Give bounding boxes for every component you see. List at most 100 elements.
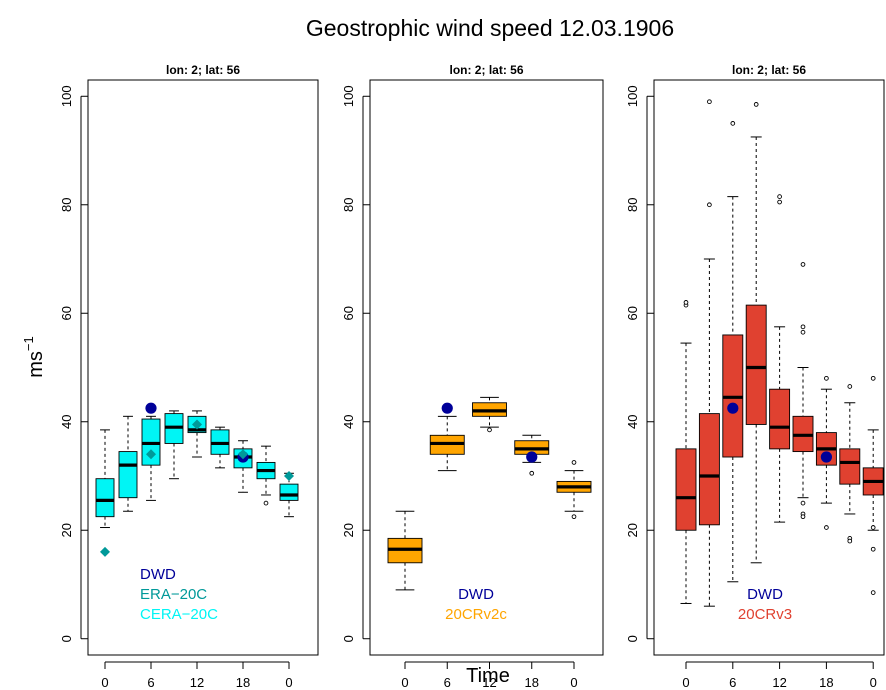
panel-3: lon: 2; lat: 56 0 20 40 60 80 100 0 6 12 18 0 DWD 20C…	[625, 63, 885, 690]
point-dwd	[727, 402, 739, 414]
boxplot	[279, 472, 299, 518]
outlier	[683, 300, 689, 305]
box-body	[118, 451, 138, 499]
plot-frame	[369, 79, 604, 656]
boxplot	[95, 429, 115, 529]
boxplot	[210, 426, 230, 469]
outlier	[824, 375, 829, 381]
outlier	[571, 460, 577, 465]
box-body	[698, 413, 720, 526]
boxplot	[233, 440, 253, 493]
boxplot	[792, 262, 814, 520]
boxplot	[141, 415, 161, 501]
outlier	[870, 375, 876, 381]
boxplot	[514, 434, 550, 476]
x-tick-label: 0	[682, 675, 689, 690]
outlier	[263, 500, 269, 506]
outlier	[777, 194, 782, 199]
point-dwd	[526, 451, 538, 463]
panel-1: lon: 2; lat: 56 0 20 40 60 80 100 0 6 12 18 0 DWD ERA…	[59, 63, 319, 690]
y-tick-label: 40	[341, 415, 356, 429]
point-era-20c	[146, 449, 156, 460]
y-tick-label: 60	[341, 306, 356, 320]
boxplot	[256, 445, 276, 506]
outlier	[707, 202, 712, 208]
outlier	[571, 514, 577, 520]
box-body	[279, 483, 299, 501]
outlier	[847, 538, 853, 544]
outlier	[870, 525, 876, 530]
y-tick-label: 60	[625, 306, 640, 320]
point-dwd	[441, 402, 453, 414]
box-body	[745, 304, 767, 425]
outlier	[487, 427, 492, 433]
x-tick-label: 0	[870, 675, 877, 690]
x-tick-label: 12	[482, 675, 496, 690]
outlier	[824, 525, 829, 530]
y-tick-label: 100	[625, 85, 640, 107]
boxplot	[556, 460, 592, 520]
boxplot	[675, 300, 697, 604]
boxplot	[839, 384, 861, 544]
point-dwd	[820, 451, 833, 463]
x-tick-label: 18	[819, 675, 833, 690]
boxplot	[429, 415, 465, 472]
box-body	[769, 388, 791, 450]
panel-subtitle: lon: 2; lat: 56	[166, 63, 240, 77]
legend-entry: 20CRv3	[738, 606, 792, 623]
x-tick-label: 12	[772, 675, 786, 690]
panel-subtitle: lon: 2; lat: 56	[449, 63, 523, 77]
box-body	[675, 448, 697, 531]
outlier	[800, 514, 806, 520]
y-tick-label: 20	[625, 523, 640, 537]
y-tick-label: 20	[341, 523, 356, 537]
outlier	[847, 384, 853, 389]
point-dwd	[145, 402, 157, 414]
boxplot	[769, 194, 791, 523]
boxplot	[187, 410, 207, 458]
outlier	[707, 99, 712, 105]
boxplot	[722, 121, 744, 583]
x-tick-label: 18	[236, 675, 250, 690]
panel-2: lon: 2; lat: 56 0 20 40 60 80 100 0 6 12 18 0 DWD 20C…	[341, 63, 604, 690]
x-tick-label: 6	[729, 675, 736, 690]
point-era-20c	[238, 449, 248, 460]
plot-frame	[653, 79, 885, 656]
boxplot	[164, 410, 184, 480]
x-axis-label: Time	[466, 665, 510, 687]
y-axis-label-exponent: −1	[21, 336, 36, 351]
x-tick-label: 0	[570, 675, 577, 690]
box-body	[95, 478, 115, 518]
point-era-20c	[284, 470, 294, 481]
boxplot	[862, 375, 884, 595]
legend-entry: DWD	[140, 566, 176, 583]
outlier	[529, 470, 535, 476]
x-tick-label: 0	[285, 675, 292, 690]
y-tick-label: 80	[625, 198, 640, 212]
panel-subtitle: lon: 2; lat: 56	[732, 63, 806, 77]
x-tick-label: 0	[101, 675, 108, 690]
legend-entry: 20CRv2c	[445, 606, 507, 623]
x-tick-label: 6	[147, 675, 154, 690]
point-era-20c	[100, 546, 110, 557]
legend-entry: ERA−20C	[140, 586, 207, 603]
outlier	[800, 324, 806, 330]
outlier	[800, 262, 806, 267]
y-tick-label: 60	[59, 306, 74, 320]
y-tick-label: 0	[59, 635, 74, 642]
outlier	[730, 121, 736, 126]
y-tick-label: 80	[59, 198, 74, 212]
outlier	[777, 199, 782, 205]
boxplot	[745, 102, 767, 564]
legend-entry: CERA−20C	[140, 606, 218, 623]
chart-title: Geostrophic wind speed 12.03.1906	[306, 15, 674, 41]
outlier	[800, 500, 806, 506]
y-tick-label: 20	[59, 523, 74, 537]
y-tick-label: 0	[625, 635, 640, 642]
boxplot	[118, 415, 138, 512]
y-tick-label: 0	[341, 635, 356, 642]
outlier	[753, 102, 759, 107]
box-body	[839, 448, 861, 485]
legend-entry: DWD	[458, 586, 494, 603]
